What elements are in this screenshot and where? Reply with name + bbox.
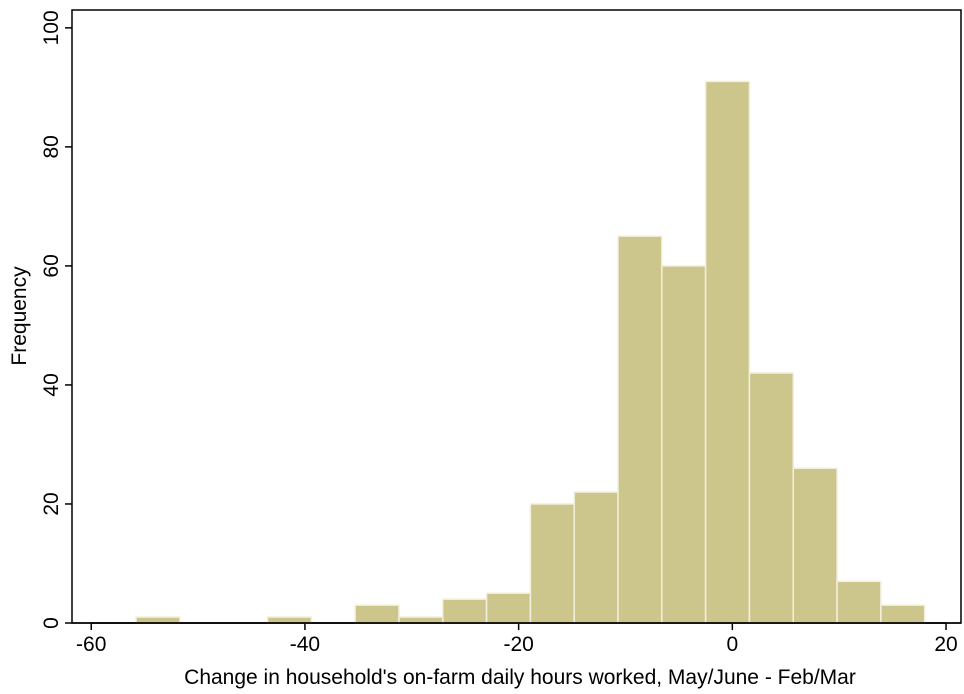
y-tick-label: 100 [40,10,63,45]
x-tick-label: 20 [934,633,957,656]
x-tick-label: -40 [290,633,320,656]
x-tick-label: 0 [726,633,738,656]
bar [442,598,488,624]
bar [792,467,838,624]
x-tick-label: -20 [503,633,533,656]
bar [266,616,313,624]
y-tick-label: 80 [40,135,63,158]
bar [704,80,751,624]
bar [617,235,663,624]
bar [398,616,444,624]
y-tick-label: 0 [40,617,63,629]
bar [748,372,794,624]
y-tick-label: 60 [40,254,63,277]
x-axis-title: Change in household's on-farm daily hour… [184,666,856,689]
x-tick-label: -60 [76,633,106,656]
bar [135,616,181,624]
y-tick-label: 20 [40,492,63,515]
bar [836,580,882,624]
bar [573,491,619,624]
y-tick-label: 40 [40,373,63,396]
bar [661,265,707,624]
bar [354,604,400,624]
y-axis-title: Frequency [8,266,31,366]
bar [880,604,926,624]
bar [529,503,575,624]
bar [485,592,532,624]
